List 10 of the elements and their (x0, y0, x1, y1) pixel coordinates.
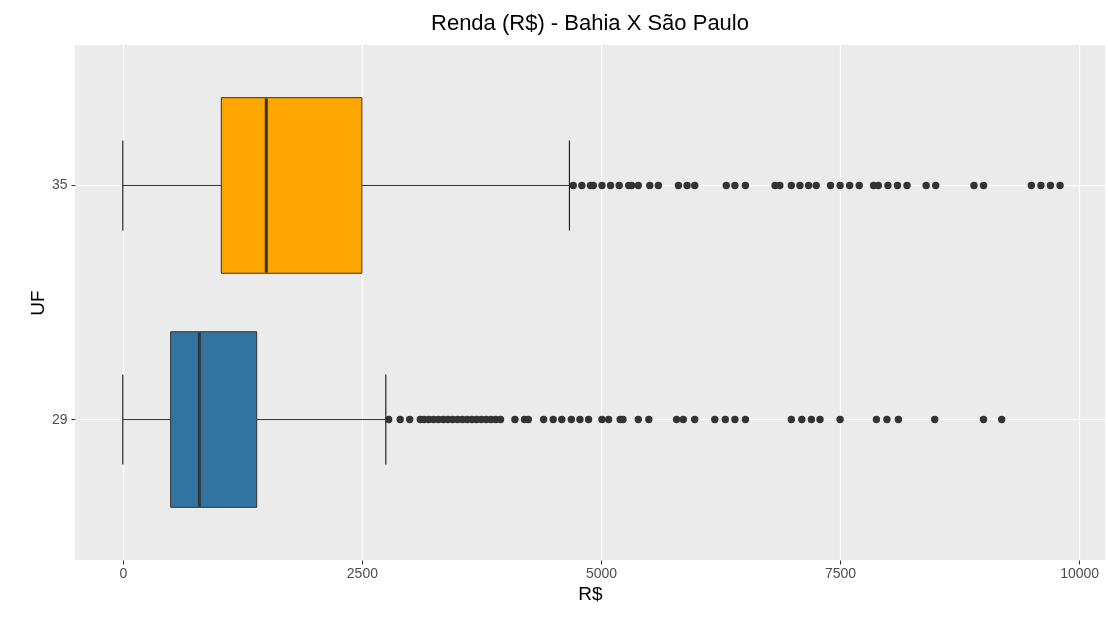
y-axis-title: UF (26, 290, 48, 316)
y-tick-label: 35 (51, 176, 68, 193)
x-axis-title: R$ (578, 582, 604, 604)
y-tick-label: 29 (51, 410, 68, 427)
x-tick-label: 7500 (825, 564, 857, 581)
x-tick-label: 10000 (1060, 564, 1100, 581)
x-tick-label: 5000 (585, 564, 618, 581)
x-tick-label: 2500 (346, 564, 379, 581)
x-tick-label: 0 (119, 564, 128, 581)
chart-title: Renda (R$) - Bahia X São Paulo (431, 10, 749, 35)
